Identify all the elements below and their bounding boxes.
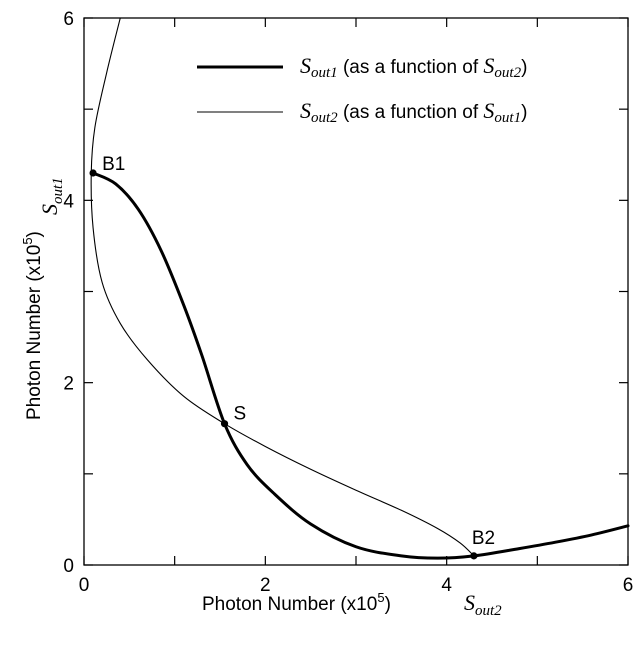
y-axis-title-text: Photon Number (x10 bbox=[24, 245, 45, 420]
y-tick-label: 4 bbox=[63, 191, 74, 212]
x-axis-symbol-sub: out2 bbox=[475, 603, 502, 619]
y-tick-label: 2 bbox=[63, 374, 74, 395]
y-axis-title-group: Photon Number (x105) bbox=[20, 231, 45, 420]
y-axis-symbol: Sout1 bbox=[37, 177, 66, 215]
x-axis-title-sup: 5 bbox=[377, 590, 384, 605]
legend-2-sym: S bbox=[300, 98, 311, 123]
series-line-1 bbox=[91, 171, 630, 560]
legend-1-end: ) bbox=[521, 57, 527, 78]
y-tick-label: 0 bbox=[63, 556, 74, 577]
axes: 0 2 4 6 0 2 4 6 bbox=[63, 9, 633, 596]
legend-2-sym2: S bbox=[483, 98, 494, 123]
plot-frame bbox=[83, 17, 629, 566]
x-tick-label: 2 bbox=[260, 575, 271, 596]
legend: Sout1 (as a function of Sout2) Sout2 (as… bbox=[197, 53, 527, 126]
legend-1-sym: S bbox=[300, 53, 311, 78]
x-axis-title-tail: ) bbox=[385, 594, 391, 615]
point-marker-b2 bbox=[470, 552, 478, 560]
points-group: B1 S B2 bbox=[89, 154, 495, 560]
point-marker-s bbox=[220, 420, 229, 428]
legend-1-sub: out1 bbox=[311, 65, 338, 81]
y-axis-symbol-sub: out1 bbox=[50, 177, 66, 204]
x-tick-label: 4 bbox=[441, 575, 452, 596]
series-line-2 bbox=[90, 17, 475, 557]
point-label-s: S bbox=[234, 404, 247, 425]
legend-2-sub: out2 bbox=[311, 110, 338, 126]
point-label-b1: B1 bbox=[102, 154, 125, 175]
legend-1-sym2: S bbox=[483, 53, 494, 78]
x-axis-symbol-main: S bbox=[464, 590, 475, 615]
y-axis-title: Photon Number (x105) bbox=[20, 231, 45, 420]
x-axis-symbol: Sout2 bbox=[464, 590, 502, 619]
x-axis-title: Photon Number (x105) bbox=[202, 590, 391, 615]
legend-entry-1: Sout1 (as a function of Sout2) bbox=[300, 53, 527, 81]
series-group bbox=[90, 17, 630, 560]
legend-2-mid: (as a function of bbox=[338, 102, 484, 123]
y-axis-title-tail: ) bbox=[24, 231, 45, 237]
x-tick-label: 0 bbox=[79, 575, 90, 596]
legend-entry-2: Sout2 (as a function of Sout1) bbox=[300, 98, 527, 126]
x-axis-title-text: Photon Number (x10 bbox=[202, 594, 377, 615]
y-tick-label: 6 bbox=[63, 9, 74, 30]
y-axis-symbol-group: Sout1 bbox=[37, 177, 66, 215]
x-tick-label: 6 bbox=[623, 575, 634, 596]
point-label-b2: B2 bbox=[472, 528, 495, 549]
point-marker-b1 bbox=[89, 169, 97, 177]
legend-1-mid: (as a function of bbox=[338, 57, 484, 78]
legend-2-sub2: out1 bbox=[494, 110, 521, 126]
legend-1-sub2: out2 bbox=[494, 65, 521, 81]
y-axis-symbol-main: S bbox=[37, 204, 62, 215]
y-axis-title-sup: 5 bbox=[20, 237, 35, 244]
legend-2-end: ) bbox=[521, 102, 527, 123]
